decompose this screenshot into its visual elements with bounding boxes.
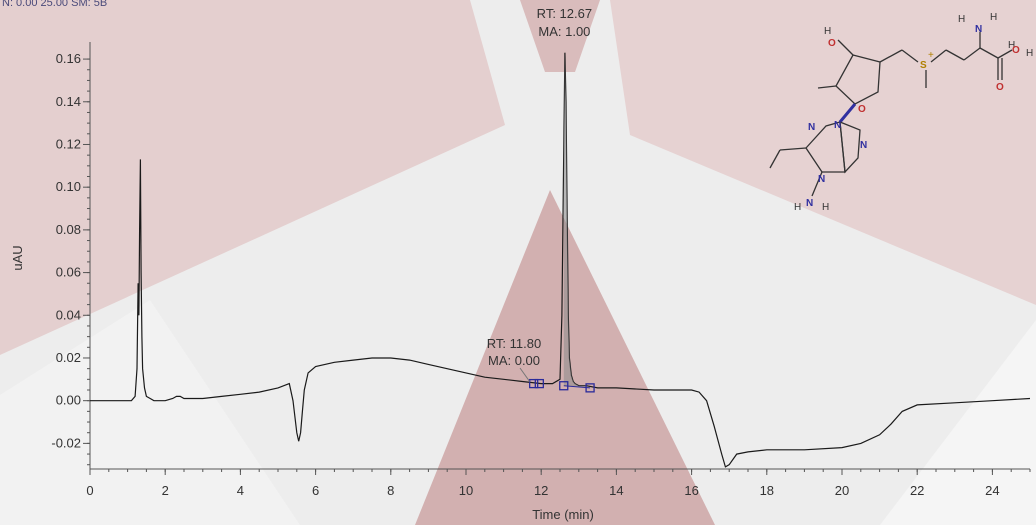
- bond: [997, 49, 1013, 59]
- atom-label: N: [834, 120, 841, 131]
- atom-label: S: [920, 60, 927, 71]
- bond: [817, 85, 837, 89]
- peak-markers: [529, 378, 595, 393]
- atom-label: H: [822, 202, 829, 213]
- bond: [811, 171, 823, 197]
- purine-five-ring: [839, 120, 861, 174]
- atom-label: H: [824, 26, 831, 37]
- bond: [930, 49, 947, 63]
- annotation-ma-minor: MA: 0.00: [488, 353, 540, 368]
- annotation-rt-minor: RT: 11.80: [487, 336, 541, 351]
- atom-label: H: [990, 12, 997, 23]
- atom-label: N: [818, 174, 825, 185]
- y-tick-label: 0.02: [56, 350, 81, 365]
- x-tick-label: 16: [684, 483, 698, 498]
- bond: [979, 47, 999, 59]
- integrated-peak-area: [563, 52, 591, 388]
- bond: [837, 39, 854, 56]
- atom-label: +: [928, 50, 934, 61]
- y-tick-label: 0.12: [56, 136, 81, 151]
- watermark-wedge-left: [0, 0, 505, 355]
- y-tick-label: 0.04: [56, 307, 81, 322]
- x-tick-label: 10: [459, 483, 473, 498]
- bond: [769, 149, 781, 169]
- header-text: N: 0.00 25.00 SM: 5B: [2, 0, 107, 9]
- atom-label: H: [958, 14, 965, 25]
- x-tick-label: 2: [162, 483, 169, 498]
- atom-label: O: [1012, 45, 1020, 56]
- atom-label: N: [975, 24, 982, 35]
- bond-wedge: [838, 103, 857, 123]
- x-tick-label: 0: [86, 483, 93, 498]
- x-tick-label: 14: [609, 483, 623, 498]
- annotation-ma-main: MA: 1.00: [538, 24, 590, 39]
- atom-label: N: [860, 140, 867, 151]
- molecule-labels: H H N H O H H O O O S + N N N N N H H: [794, 12, 1033, 213]
- ribose-ring: [835, 54, 881, 105]
- y-tick-label: -0.02: [51, 435, 81, 450]
- y-axis-label: uAU: [10, 245, 25, 270]
- x-tick-label: 24: [985, 483, 999, 498]
- bond: [779, 147, 807, 151]
- atom-label: N: [806, 198, 813, 209]
- annotation-rt-main: RT: 12.67: [537, 6, 592, 21]
- atom-label: O: [996, 82, 1004, 93]
- watermark-light-right: [880, 320, 1036, 525]
- atom-label: H: [1026, 48, 1033, 59]
- y-tick-label: 0.16: [56, 51, 81, 66]
- x-tick-label: 20: [835, 483, 849, 498]
- x-axis-label: Time (min): [532, 507, 594, 522]
- axes: 0 2 4 6 8 10 12 14 16 18 20 22 24-0.020.000.020.040.…: [51, 42, 1031, 498]
- annotation-leader: [519, 367, 531, 382]
- y-tick-label: 0.14: [56, 94, 81, 109]
- x-tick-label: 22: [910, 483, 924, 498]
- peak-marker: [559, 381, 569, 391]
- chromatogram-trace: [90, 52, 1031, 468]
- x-tick-label: 4: [237, 483, 244, 498]
- peak-marker: [534, 378, 544, 389]
- x-tick-label: 18: [760, 483, 774, 498]
- bond: [901, 49, 919, 63]
- atom-label: H: [794, 202, 801, 213]
- molecule-structure: [769, 32, 1013, 197]
- atom-label: O: [828, 38, 836, 49]
- atom-label: O: [858, 104, 866, 115]
- peak-marker: [529, 378, 539, 389]
- watermark-wedge-right: [610, 0, 1036, 305]
- x-tick-label: 12: [534, 483, 548, 498]
- y-tick-label: 0.08: [56, 222, 81, 237]
- y-tick-label: 0.10: [56, 179, 81, 194]
- atom-label: N: [808, 122, 815, 133]
- x-tick-label: 6: [312, 483, 319, 498]
- bond: [963, 47, 981, 61]
- peak-annotations: RT: 12.67 MA: 1.00 RT: 11.80 MA: 0.00: [487, 6, 592, 382]
- y-tick-label: 0.00: [56, 393, 81, 408]
- bond: [879, 49, 903, 63]
- y-tick-label: 0.06: [56, 265, 81, 280]
- watermark-wedge-top: [520, 0, 600, 72]
- peak-marker: [585, 383, 595, 393]
- atom-label: H: [1008, 40, 1015, 51]
- x-tick-label: 8: [387, 483, 394, 498]
- bond: [945, 49, 965, 61]
